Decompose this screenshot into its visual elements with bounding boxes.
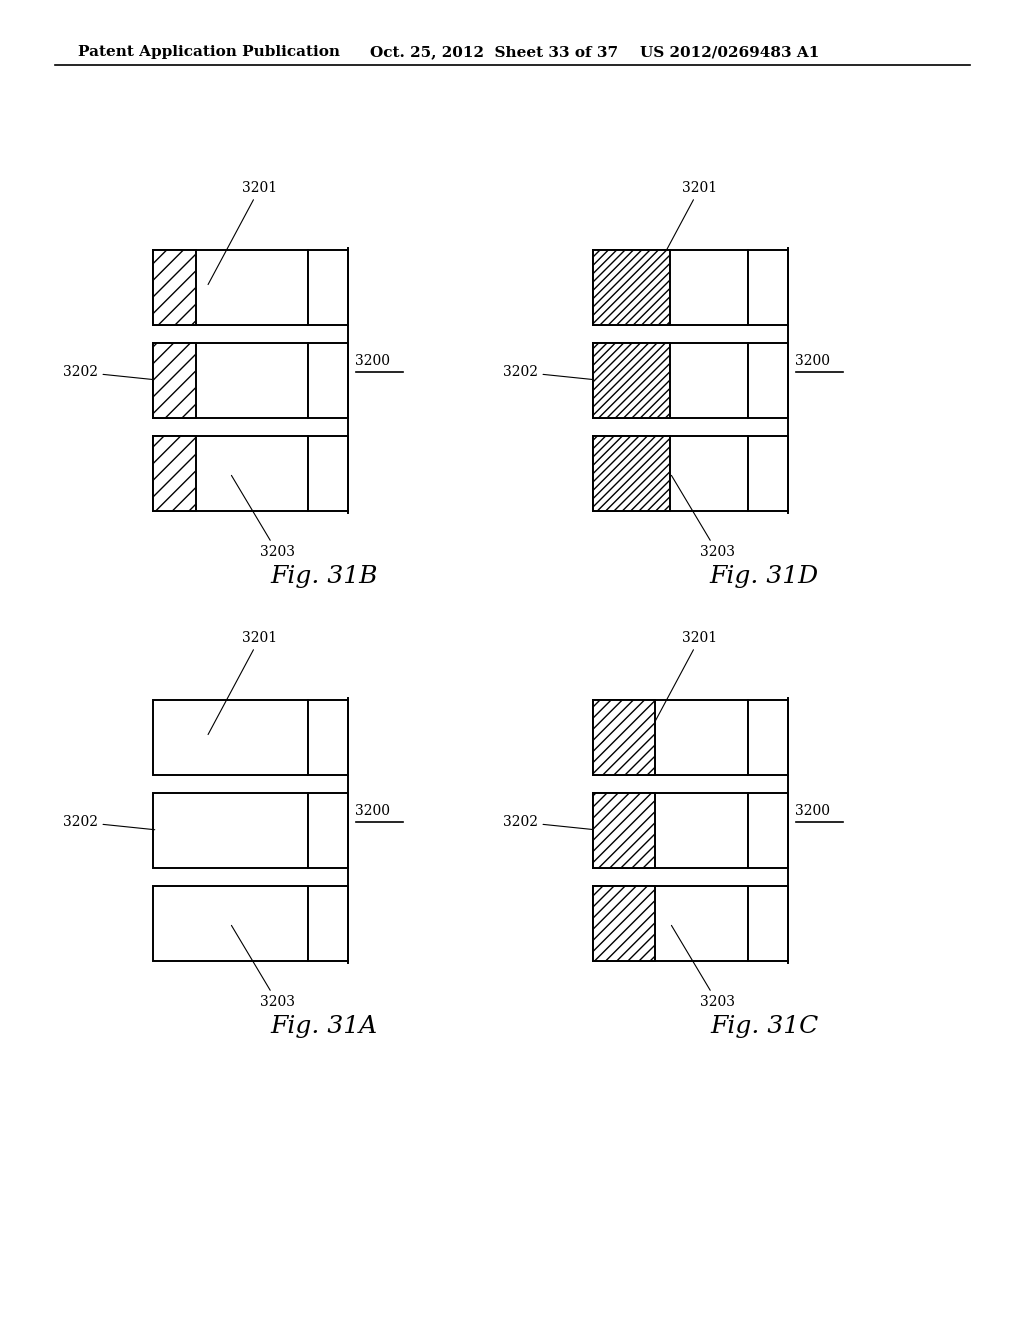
Text: US 2012/0269483 A1: US 2012/0269483 A1 <box>640 45 819 59</box>
Bar <box>593 700 654 775</box>
Bar <box>307 792 347 867</box>
Bar <box>748 249 787 325</box>
Bar <box>593 436 748 511</box>
Text: 3200: 3200 <box>796 354 830 368</box>
Bar <box>593 436 670 511</box>
Text: Patent Application Publication: Patent Application Publication <box>78 45 340 59</box>
Bar <box>593 700 748 775</box>
Text: 3201: 3201 <box>648 631 718 734</box>
Text: 3202: 3202 <box>503 814 595 830</box>
Bar <box>307 886 347 961</box>
Text: 3202: 3202 <box>62 366 155 380</box>
Bar <box>153 436 307 511</box>
Bar <box>748 792 787 867</box>
Bar <box>153 886 307 961</box>
Text: 3200: 3200 <box>355 804 390 818</box>
Bar <box>593 886 654 961</box>
Bar <box>593 792 748 867</box>
Bar <box>153 249 196 325</box>
Bar <box>748 436 787 511</box>
Bar <box>593 792 654 867</box>
Bar <box>153 700 307 775</box>
Bar <box>307 436 347 511</box>
Bar <box>307 700 347 775</box>
Bar <box>593 249 670 325</box>
Text: Fig. 31A: Fig. 31A <box>270 1015 378 1039</box>
Bar <box>153 342 196 417</box>
Bar <box>748 342 787 417</box>
Bar <box>593 249 748 325</box>
Text: 3200: 3200 <box>796 804 830 818</box>
Bar <box>748 700 787 775</box>
Text: 3200: 3200 <box>355 354 390 368</box>
Bar <box>153 342 307 417</box>
Text: Fig. 31D: Fig. 31D <box>710 565 819 589</box>
Bar <box>748 886 787 961</box>
Text: 3203: 3203 <box>231 925 295 1010</box>
Bar <box>153 792 307 867</box>
Text: Fig. 31C: Fig. 31C <box>710 1015 818 1039</box>
Text: 3202: 3202 <box>62 814 155 830</box>
Text: Oct. 25, 2012  Sheet 33 of 37: Oct. 25, 2012 Sheet 33 of 37 <box>370 45 618 59</box>
Text: 3201: 3201 <box>648 181 718 285</box>
Bar <box>593 886 748 961</box>
Text: 3202: 3202 <box>503 366 595 380</box>
Bar <box>593 342 748 417</box>
Bar <box>153 249 307 325</box>
Text: 3203: 3203 <box>672 475 735 560</box>
Bar <box>307 342 347 417</box>
Text: 3203: 3203 <box>231 475 295 560</box>
Text: 3201: 3201 <box>208 631 278 734</box>
Bar <box>153 436 196 511</box>
Text: 3203: 3203 <box>672 925 735 1010</box>
Bar <box>307 249 347 325</box>
Text: Fig. 31B: Fig. 31B <box>270 565 378 589</box>
Bar <box>593 342 670 417</box>
Text: 3201: 3201 <box>208 181 278 285</box>
